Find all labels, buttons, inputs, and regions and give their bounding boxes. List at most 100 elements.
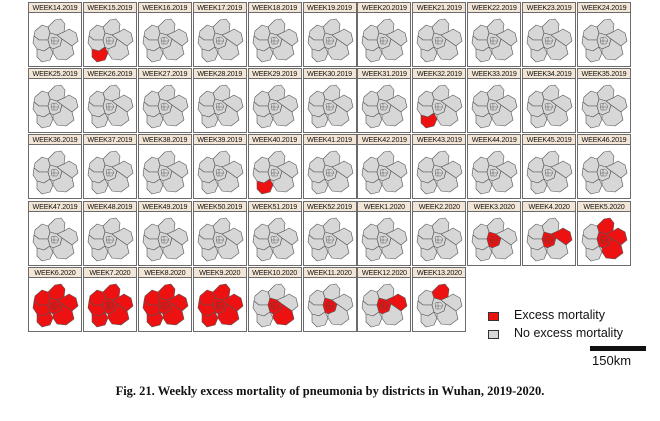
district-southeast bbox=[217, 38, 239, 61]
scale-bar bbox=[590, 346, 646, 351]
map-panel: WEEK11.2020 bbox=[302, 266, 357, 332]
district-southeast bbox=[107, 171, 130, 193]
urban-core-outline bbox=[105, 301, 115, 309]
district-east bbox=[605, 161, 628, 179]
map-panel: WEEK36.2019 bbox=[28, 134, 82, 200]
district-map bbox=[197, 84, 243, 129]
figure-caption: Fig. 21. Weekly excess mortality of pneu… bbox=[115, 384, 545, 398]
district-map bbox=[32, 283, 79, 328]
district-southwest bbox=[530, 46, 548, 63]
district-southwest bbox=[201, 311, 218, 328]
district-southwest bbox=[146, 112, 164, 129]
panel-week-label: WEEK13.2020 bbox=[413, 267, 466, 278]
district-southwest bbox=[585, 46, 603, 63]
legend-swatch-no-excess bbox=[488, 330, 499, 339]
urban-core-outline bbox=[380, 301, 389, 309]
district-southwest bbox=[91, 179, 109, 195]
urban-core-outline bbox=[435, 301, 444, 309]
panel-week-label: WEEK39.2019 bbox=[193, 135, 246, 146]
district-east bbox=[495, 28, 518, 47]
panel-week-label: WEEK24.2019 bbox=[578, 3, 630, 13]
district-southwest bbox=[91, 46, 109, 63]
map-panel: WEEK42.2019 bbox=[357, 134, 412, 200]
district-east bbox=[495, 161, 518, 179]
district-southwest bbox=[311, 311, 328, 328]
district-map bbox=[362, 151, 408, 195]
map-panel: WEEK34.2019 bbox=[522, 68, 577, 134]
urban-core-outline bbox=[50, 169, 60, 177]
panel-week-label: WEEK40.2019 bbox=[248, 135, 301, 146]
panel-week-label: WEEK12.2020 bbox=[358, 267, 411, 278]
district-map bbox=[362, 283, 408, 328]
district-southwest bbox=[530, 112, 548, 129]
map-panel: WEEK52.2019 bbox=[302, 200, 357, 266]
district-east bbox=[386, 161, 408, 179]
district-east bbox=[166, 227, 189, 245]
district-southeast bbox=[327, 104, 349, 127]
map-panel: WEEK50.2019 bbox=[192, 200, 247, 266]
district-southwest bbox=[530, 179, 548, 195]
panel-week-label: WEEK10.2020 bbox=[248, 267, 301, 278]
district-southeast bbox=[382, 237, 404, 259]
district-southeast bbox=[162, 38, 185, 61]
urban-core-outline bbox=[599, 235, 609, 243]
district-east bbox=[386, 28, 408, 47]
district-east bbox=[276, 227, 298, 245]
district-southeast bbox=[272, 171, 294, 193]
district-southeast bbox=[217, 171, 239, 193]
district-east bbox=[221, 293, 243, 312]
district-southeast bbox=[601, 38, 624, 61]
urban-core-outline bbox=[380, 169, 389, 177]
legend-swatch-excess bbox=[488, 312, 499, 321]
district-east bbox=[605, 227, 628, 245]
district-southeast bbox=[52, 104, 75, 127]
map-panel: WEEK8.2020 bbox=[137, 266, 192, 332]
map-panel: WEEK39.2019 bbox=[192, 134, 247, 200]
district-southeast bbox=[52, 38, 75, 61]
district-southwest bbox=[91, 245, 109, 261]
district-southwest bbox=[311, 245, 328, 261]
panel-week-label: WEEK38.2019 bbox=[138, 135, 191, 146]
urban-core-outline bbox=[489, 36, 499, 45]
map-panel: WEEK12.2020 bbox=[357, 266, 412, 332]
district-map bbox=[87, 217, 134, 261]
district-southwest bbox=[311, 46, 328, 63]
district-southeast bbox=[546, 104, 569, 127]
urban-core-outline bbox=[50, 301, 60, 309]
district-southeast bbox=[217, 237, 239, 259]
map-panel: WEEK41.2019 bbox=[302, 134, 357, 200]
district-east bbox=[605, 28, 628, 47]
map-panel: WEEK31.2019 bbox=[357, 68, 412, 134]
district-southwest bbox=[366, 245, 383, 261]
urban-core-outline bbox=[270, 169, 279, 177]
panel-week-label: WEEK30.2019 bbox=[303, 69, 356, 80]
map-panel: WEEK40.2019 bbox=[247, 134, 302, 200]
urban-core-outline bbox=[215, 169, 224, 177]
map-panel: WEEK32.2019 bbox=[412, 68, 467, 134]
panel-week-label: WEEK45.2019 bbox=[523, 135, 576, 146]
district-map bbox=[471, 18, 518, 63]
district-east bbox=[550, 28, 573, 47]
urban-core-outline bbox=[544, 102, 554, 111]
urban-core-outline bbox=[599, 102, 609, 111]
panel-week-label: WEEK35.2019 bbox=[578, 69, 630, 80]
district-southeast bbox=[546, 38, 569, 61]
panel-week-label: WEEK14.2019 bbox=[29, 3, 81, 13]
district-east bbox=[331, 227, 353, 245]
district-east bbox=[276, 161, 298, 179]
district-southeast bbox=[546, 237, 569, 259]
district-southwest bbox=[420, 245, 438, 261]
district-map bbox=[32, 151, 79, 195]
panel-week-label: WEEK26.2019 bbox=[83, 69, 136, 80]
map-panel: WEEK45.2019 bbox=[522, 134, 577, 200]
panel-week-label: WEEK8.2020 bbox=[138, 267, 191, 278]
district-southwest bbox=[201, 245, 218, 261]
panel-week-label: WEEK1.2020 bbox=[358, 201, 411, 212]
panel-week-label: WEEK17.2019 bbox=[193, 3, 246, 13]
urban-core-outline bbox=[160, 169, 170, 177]
urban-core-outline bbox=[325, 169, 334, 177]
district-southwest bbox=[420, 179, 438, 195]
map-panel: WEEK25.2019 bbox=[28, 68, 82, 134]
panel-week-label: WEEK48.2019 bbox=[83, 201, 136, 212]
urban-core-outline bbox=[489, 235, 499, 243]
